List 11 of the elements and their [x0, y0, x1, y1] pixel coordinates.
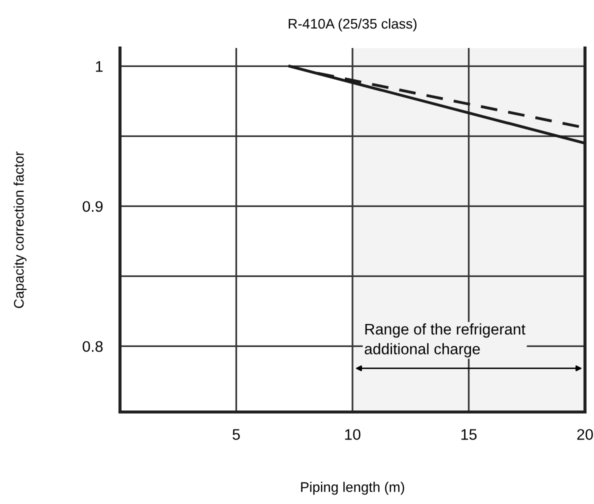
x-tick-label: 15: [461, 429, 477, 440]
y-tick-label: 0.8: [82, 341, 103, 352]
y-tick-label: 0.9: [82, 201, 103, 212]
y-axis-title: Capacity correction factor: [14, 151, 27, 308]
x-tick-label: 10: [345, 429, 360, 440]
x-axis-title: Piping length (m): [301, 482, 404, 495]
y-tick-label: 1: [96, 61, 103, 72]
x-tick-label: 5: [232, 429, 240, 440]
x-tick-label: 20: [577, 429, 593, 440]
chart-title: R-410A (25/35 class): [288, 18, 416, 32]
band-label: Range of the refrigerant additional charge: [364, 323, 526, 358]
